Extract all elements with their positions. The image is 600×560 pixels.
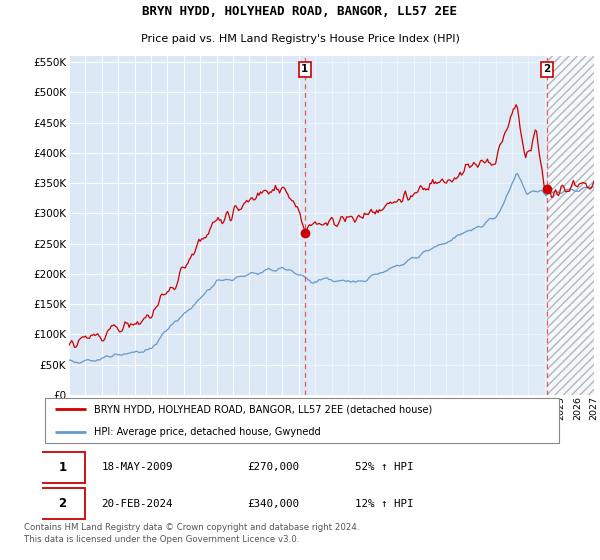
- Text: 12% ↑ HPI: 12% ↑ HPI: [355, 498, 414, 508]
- Text: 18-MAY-2009: 18-MAY-2009: [101, 462, 173, 472]
- Text: £340,000: £340,000: [247, 498, 299, 508]
- FancyBboxPatch shape: [40, 488, 85, 519]
- Text: Contains HM Land Registry data © Crown copyright and database right 2024.
This d: Contains HM Land Registry data © Crown c…: [23, 523, 359, 544]
- Bar: [547, 56, 594, 395]
- Text: 52% ↑ HPI: 52% ↑ HPI: [355, 462, 414, 472]
- Text: BRYN HYDD, HOLYHEAD ROAD, BANGOR, LL57 2EE (detached house): BRYN HYDD, HOLYHEAD ROAD, BANGOR, LL57 2…: [94, 404, 433, 414]
- Text: 2: 2: [58, 497, 67, 510]
- Text: BRYN HYDD, HOLYHEAD ROAD, BANGOR, LL57 2EE: BRYN HYDD, HOLYHEAD ROAD, BANGOR, LL57 2…: [143, 5, 458, 18]
- Text: 2: 2: [543, 64, 551, 74]
- Bar: [305, 56, 547, 395]
- Text: £270,000: £270,000: [247, 462, 299, 472]
- Text: HPI: Average price, detached house, Gwynedd: HPI: Average price, detached house, Gwyn…: [94, 427, 321, 437]
- FancyBboxPatch shape: [40, 452, 85, 483]
- Text: 20-FEB-2024: 20-FEB-2024: [101, 498, 173, 508]
- FancyBboxPatch shape: [44, 398, 559, 443]
- Text: 1: 1: [301, 64, 308, 74]
- Text: 1: 1: [58, 461, 67, 474]
- Text: Price paid vs. HM Land Registry's House Price Index (HPI): Price paid vs. HM Land Registry's House …: [140, 34, 460, 44]
